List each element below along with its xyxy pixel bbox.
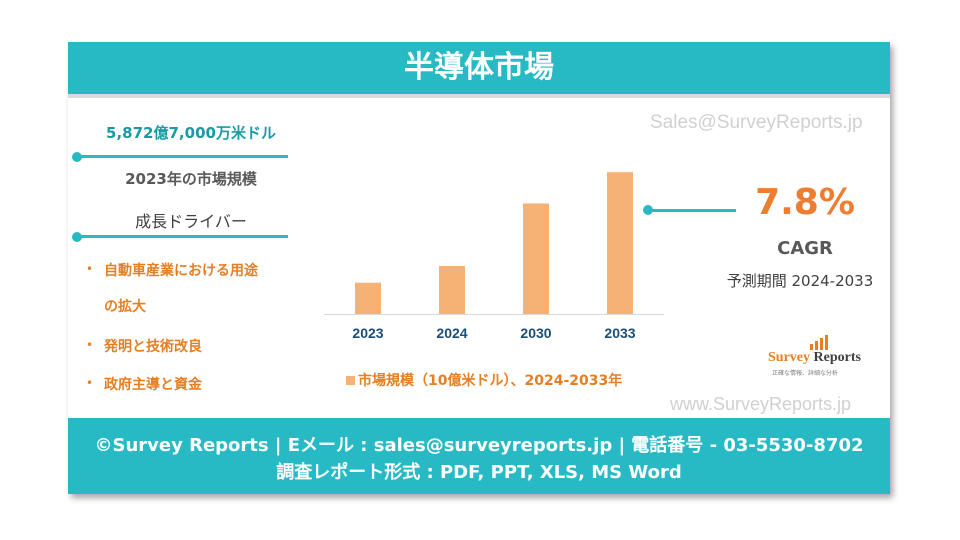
logo-tagline: 正確な情報、詳細な分析 — [772, 370, 839, 377]
page-title: 半導体市場 — [68, 42, 890, 94]
x-tick-label: 2023 — [352, 325, 383, 341]
market-size-bar-chart: 2023 2024 2030 2033 — [324, 172, 664, 341]
bar-2030 — [523, 203, 549, 314]
legend-label: 市場規模（10億米ドル）、2024-2033年 — [358, 373, 623, 389]
x-tick-label: 2033 — [604, 325, 635, 341]
driver-item: 自動車産業における用途 — [104, 263, 258, 279]
bar-2023 — [355, 282, 381, 314]
bar-2024 — [439, 266, 465, 314]
driver-bullet: • — [86, 376, 94, 390]
market-size-line — [76, 155, 288, 158]
watermark-email: Sales@SurveyReports.jp — [650, 112, 863, 133]
cagr-dot — [643, 205, 653, 215]
market-size-value: 5,872億7,000万米ドル — [106, 124, 276, 142]
logo-name-part2: Reports — [810, 350, 861, 365]
cagr-line — [650, 209, 736, 212]
driver-item: の拡大 — [104, 299, 146, 315]
driver-item: 政府主導と資金 — [104, 377, 202, 393]
drivers-line — [76, 235, 288, 238]
forecast-period: 予測期間 2024-2033 — [726, 272, 874, 290]
drivers-title: 成長ドライバー — [135, 212, 247, 231]
footer-formats: 調査レポート形式 : PDF, PPT, XLS, MS Word — [276, 462, 682, 483]
cagr-value: 7.8% — [755, 182, 855, 223]
market-size-label: 2023年の市場規模 — [125, 170, 257, 188]
logo-name-part1: Survey — [768, 350, 810, 365]
x-tick-label: 2030 — [520, 325, 551, 341]
bar-2033 — [607, 172, 633, 314]
footer: ©Survey Reports | Eメール : sales@surveyrep… — [68, 418, 890, 494]
survey-reports-logo: Survey Reports 正確な情報、詳細な分析 — [768, 334, 888, 378]
cagr-label: CAGR — [777, 238, 833, 259]
driver-bullet: • — [86, 338, 94, 352]
x-tick-label: 2024 — [436, 325, 467, 341]
legend-swatch — [346, 376, 355, 385]
title-divider — [68, 94, 890, 98]
watermark-url: www.SurveyReports.jp — [670, 394, 852, 414]
driver-item: 発明と技術改良 — [104, 339, 202, 355]
chart-legend: 市場規模（10億米ドル）、2024-2033年 — [346, 370, 622, 390]
infographic-card: 半導体市場 Sales@SurveyReports.jp www.SurveyR… — [68, 42, 890, 494]
logo-bars-icon — [810, 335, 828, 350]
footer-contact: ©Survey Reports | Eメール : sales@surveyrep… — [94, 435, 864, 456]
driver-bullet: • — [86, 262, 94, 276]
logo-name: Survey Reports — [768, 350, 861, 366]
